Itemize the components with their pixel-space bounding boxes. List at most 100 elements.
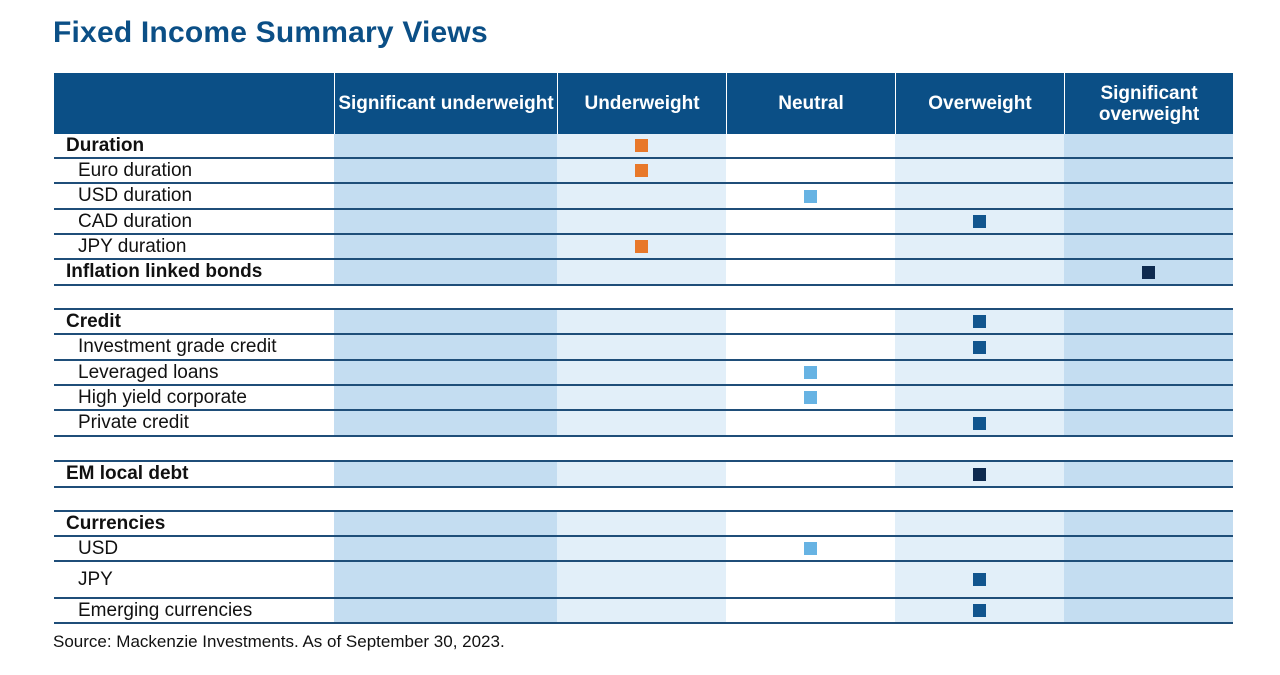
- view-cell: [557, 437, 726, 460]
- view-cell: [334, 512, 557, 535]
- spacer-label-cell: [54, 488, 334, 510]
- view-cell: [334, 310, 557, 333]
- view-cell: [726, 599, 895, 622]
- view-cell: [334, 134, 557, 157]
- view-cell: [557, 335, 726, 359]
- view-marker: [973, 573, 986, 586]
- view-cell: [895, 437, 1064, 460]
- view-cell: [726, 488, 895, 510]
- view-cell: [895, 512, 1064, 535]
- view-cell: [557, 210, 726, 233]
- view-cell: [557, 310, 726, 333]
- row-label: Investment grade credit: [78, 336, 277, 357]
- view-marker: [635, 164, 648, 177]
- view-cell: [557, 361, 726, 384]
- view-cell: [726, 537, 895, 560]
- view-cell: [334, 335, 557, 359]
- view-cell: [726, 286, 895, 308]
- table-row: High yield corporate: [54, 386, 1233, 411]
- table-row: Currencies: [54, 512, 1233, 537]
- view-marker: [635, 240, 648, 253]
- view-cell: [895, 335, 1064, 359]
- table-row: Duration: [54, 134, 1233, 159]
- view-marker: [973, 416, 986, 430]
- view-marker: [973, 340, 986, 354]
- table-header: Significant underweight Underweight Neut…: [54, 73, 1233, 134]
- row-label: Euro duration: [78, 159, 193, 181]
- view-cell: [334, 562, 557, 597]
- view-cell: [726, 437, 895, 460]
- view-cell: [895, 134, 1064, 157]
- view-cell: [334, 286, 557, 308]
- view-marker: [973, 467, 986, 481]
- views-table: Significant underweight Underweight Neut…: [54, 73, 1233, 624]
- header-underweight: Underweight: [557, 73, 726, 134]
- view-marker: [1142, 265, 1155, 279]
- row-label: High yield corporate: [78, 386, 247, 408]
- row-label: JPY duration: [78, 235, 187, 257]
- view-cell: [557, 462, 726, 486]
- view-cell: [557, 537, 726, 560]
- view-cell: [1064, 310, 1233, 333]
- view-marker: [804, 366, 817, 379]
- table-row: JPY duration: [54, 235, 1233, 260]
- view-marker: [973, 315, 986, 328]
- header-neutral: Neutral: [726, 73, 895, 134]
- view-cell: [895, 386, 1064, 409]
- table-row: Leveraged loans: [54, 361, 1233, 386]
- row-label: USD duration: [78, 185, 193, 206]
- view-cell: [1064, 286, 1233, 308]
- table-row: CAD duration: [54, 210, 1233, 235]
- view-cell: [1064, 335, 1233, 359]
- view-cell: [895, 411, 1064, 435]
- view-cell: [1064, 386, 1233, 409]
- view-cell: [726, 361, 895, 384]
- view-marker: [804, 189, 817, 203]
- view-cell: [1064, 437, 1233, 460]
- view-cell: [726, 235, 895, 258]
- spacer-row: [54, 437, 1233, 462]
- view-cell: [557, 184, 726, 208]
- spacer-label-cell: [54, 437, 334, 460]
- view-cell: [334, 599, 557, 622]
- view-cell: [726, 184, 895, 208]
- view-cell: [334, 361, 557, 384]
- view-cell: [726, 260, 895, 284]
- table-row: JPY: [54, 562, 1233, 599]
- view-cell: [334, 411, 557, 435]
- view-cell: [895, 537, 1064, 560]
- view-cell: [1064, 537, 1233, 560]
- view-cell: [895, 462, 1064, 486]
- table-row: EM local debt: [54, 462, 1233, 488]
- view-cell: [1064, 488, 1233, 510]
- view-cell: [726, 310, 895, 333]
- view-cell: [895, 310, 1064, 333]
- table-row: Inflation linked bonds: [54, 260, 1233, 286]
- view-cell: [726, 512, 895, 535]
- view-cell: [1064, 361, 1233, 384]
- header-blank-cell: [54, 73, 334, 134]
- spacer-row: [54, 286, 1233, 310]
- view-cell: [557, 134, 726, 157]
- view-marker: [973, 604, 986, 617]
- view-cell: [726, 462, 895, 486]
- row-label: CAD duration: [78, 210, 193, 232]
- table-row: Euro duration: [54, 159, 1233, 184]
- view-cell: [1064, 562, 1233, 597]
- view-cell: [557, 488, 726, 510]
- view-cell: [1064, 260, 1233, 284]
- view-cell: [726, 335, 895, 359]
- table-body: Duration Euro duration USD duration CAD dur…: [54, 134, 1233, 624]
- row-label: Leveraged loans: [78, 361, 219, 383]
- view-cell: [334, 260, 557, 284]
- view-cell: [557, 235, 726, 258]
- view-cell: [726, 210, 895, 233]
- table-row: Credit: [54, 310, 1233, 335]
- view-marker: [804, 391, 817, 404]
- view-marker: [635, 139, 648, 152]
- header-overweight: Overweight: [895, 73, 1064, 134]
- view-cell: [334, 537, 557, 560]
- view-cell: [726, 134, 895, 157]
- header-significant-overweight: Significant overweight: [1064, 73, 1233, 134]
- view-cell: [334, 184, 557, 208]
